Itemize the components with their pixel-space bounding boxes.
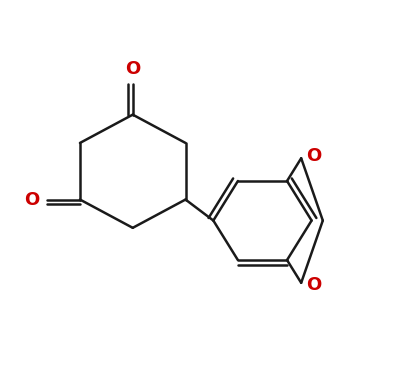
Text: O: O [125,60,140,78]
Text: O: O [306,147,321,165]
Text: O: O [24,191,39,208]
Text: O: O [306,276,321,294]
